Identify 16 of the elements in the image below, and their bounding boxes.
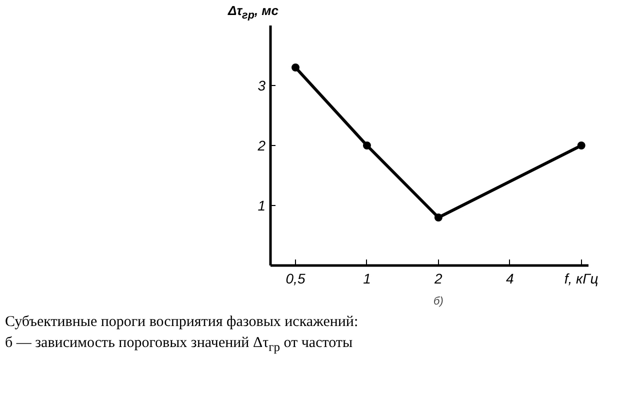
point: [292, 64, 300, 72]
y-tick-label: 2: [256, 138, 266, 154]
point: [434, 214, 442, 222]
x-tick-label: 0,5: [286, 270, 306, 286]
x-tick-label: 1: [363, 270, 371, 286]
text: Субъективные пороги восприятия фазовых искажений:: [5, 314, 358, 330]
x-axis-title: f, кГц: [564, 270, 598, 286]
point: [577, 142, 586, 150]
y-axis-title: Δτ$_{гр}$, мс: [228, 3, 279, 22]
text: б — зависимость пороговых значений Δτ$_{гр}$ от частоты: [5, 335, 353, 354]
y-tick-label: 3: [258, 78, 266, 94]
y-tick-label: 1: [258, 198, 266, 214]
point: [362, 142, 371, 150]
text: б): [434, 296, 444, 308]
x-tick-label: 4: [506, 270, 514, 286]
x-tick-label: 2: [434, 270, 443, 286]
